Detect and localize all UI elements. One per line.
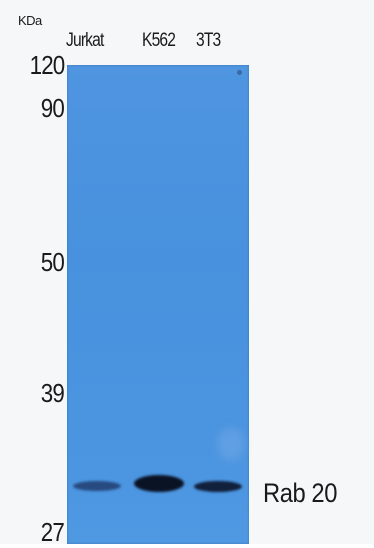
membrane-smear — [217, 427, 245, 461]
units-label: KDa — [18, 13, 42, 28]
marker-50: 50 — [40, 247, 65, 277]
band-3t3 — [194, 481, 242, 492]
marker-27: 27 — [40, 517, 65, 547]
target-protein-label: Rab 20 — [263, 478, 337, 508]
lane-label-3t3: 3T3 — [196, 30, 221, 51]
membrane-speck — [237, 70, 242, 75]
blot-membrane — [67, 65, 249, 544]
lane-label-k562: K562 — [142, 30, 176, 51]
band-jurkat — [73, 481, 121, 491]
band-k562 — [134, 475, 184, 492]
marker-120: 120 — [29, 50, 65, 80]
marker-39: 39 — [40, 378, 65, 408]
lane-label-jurkat: Jurkat — [66, 30, 104, 51]
marker-90: 90 — [40, 93, 65, 123]
